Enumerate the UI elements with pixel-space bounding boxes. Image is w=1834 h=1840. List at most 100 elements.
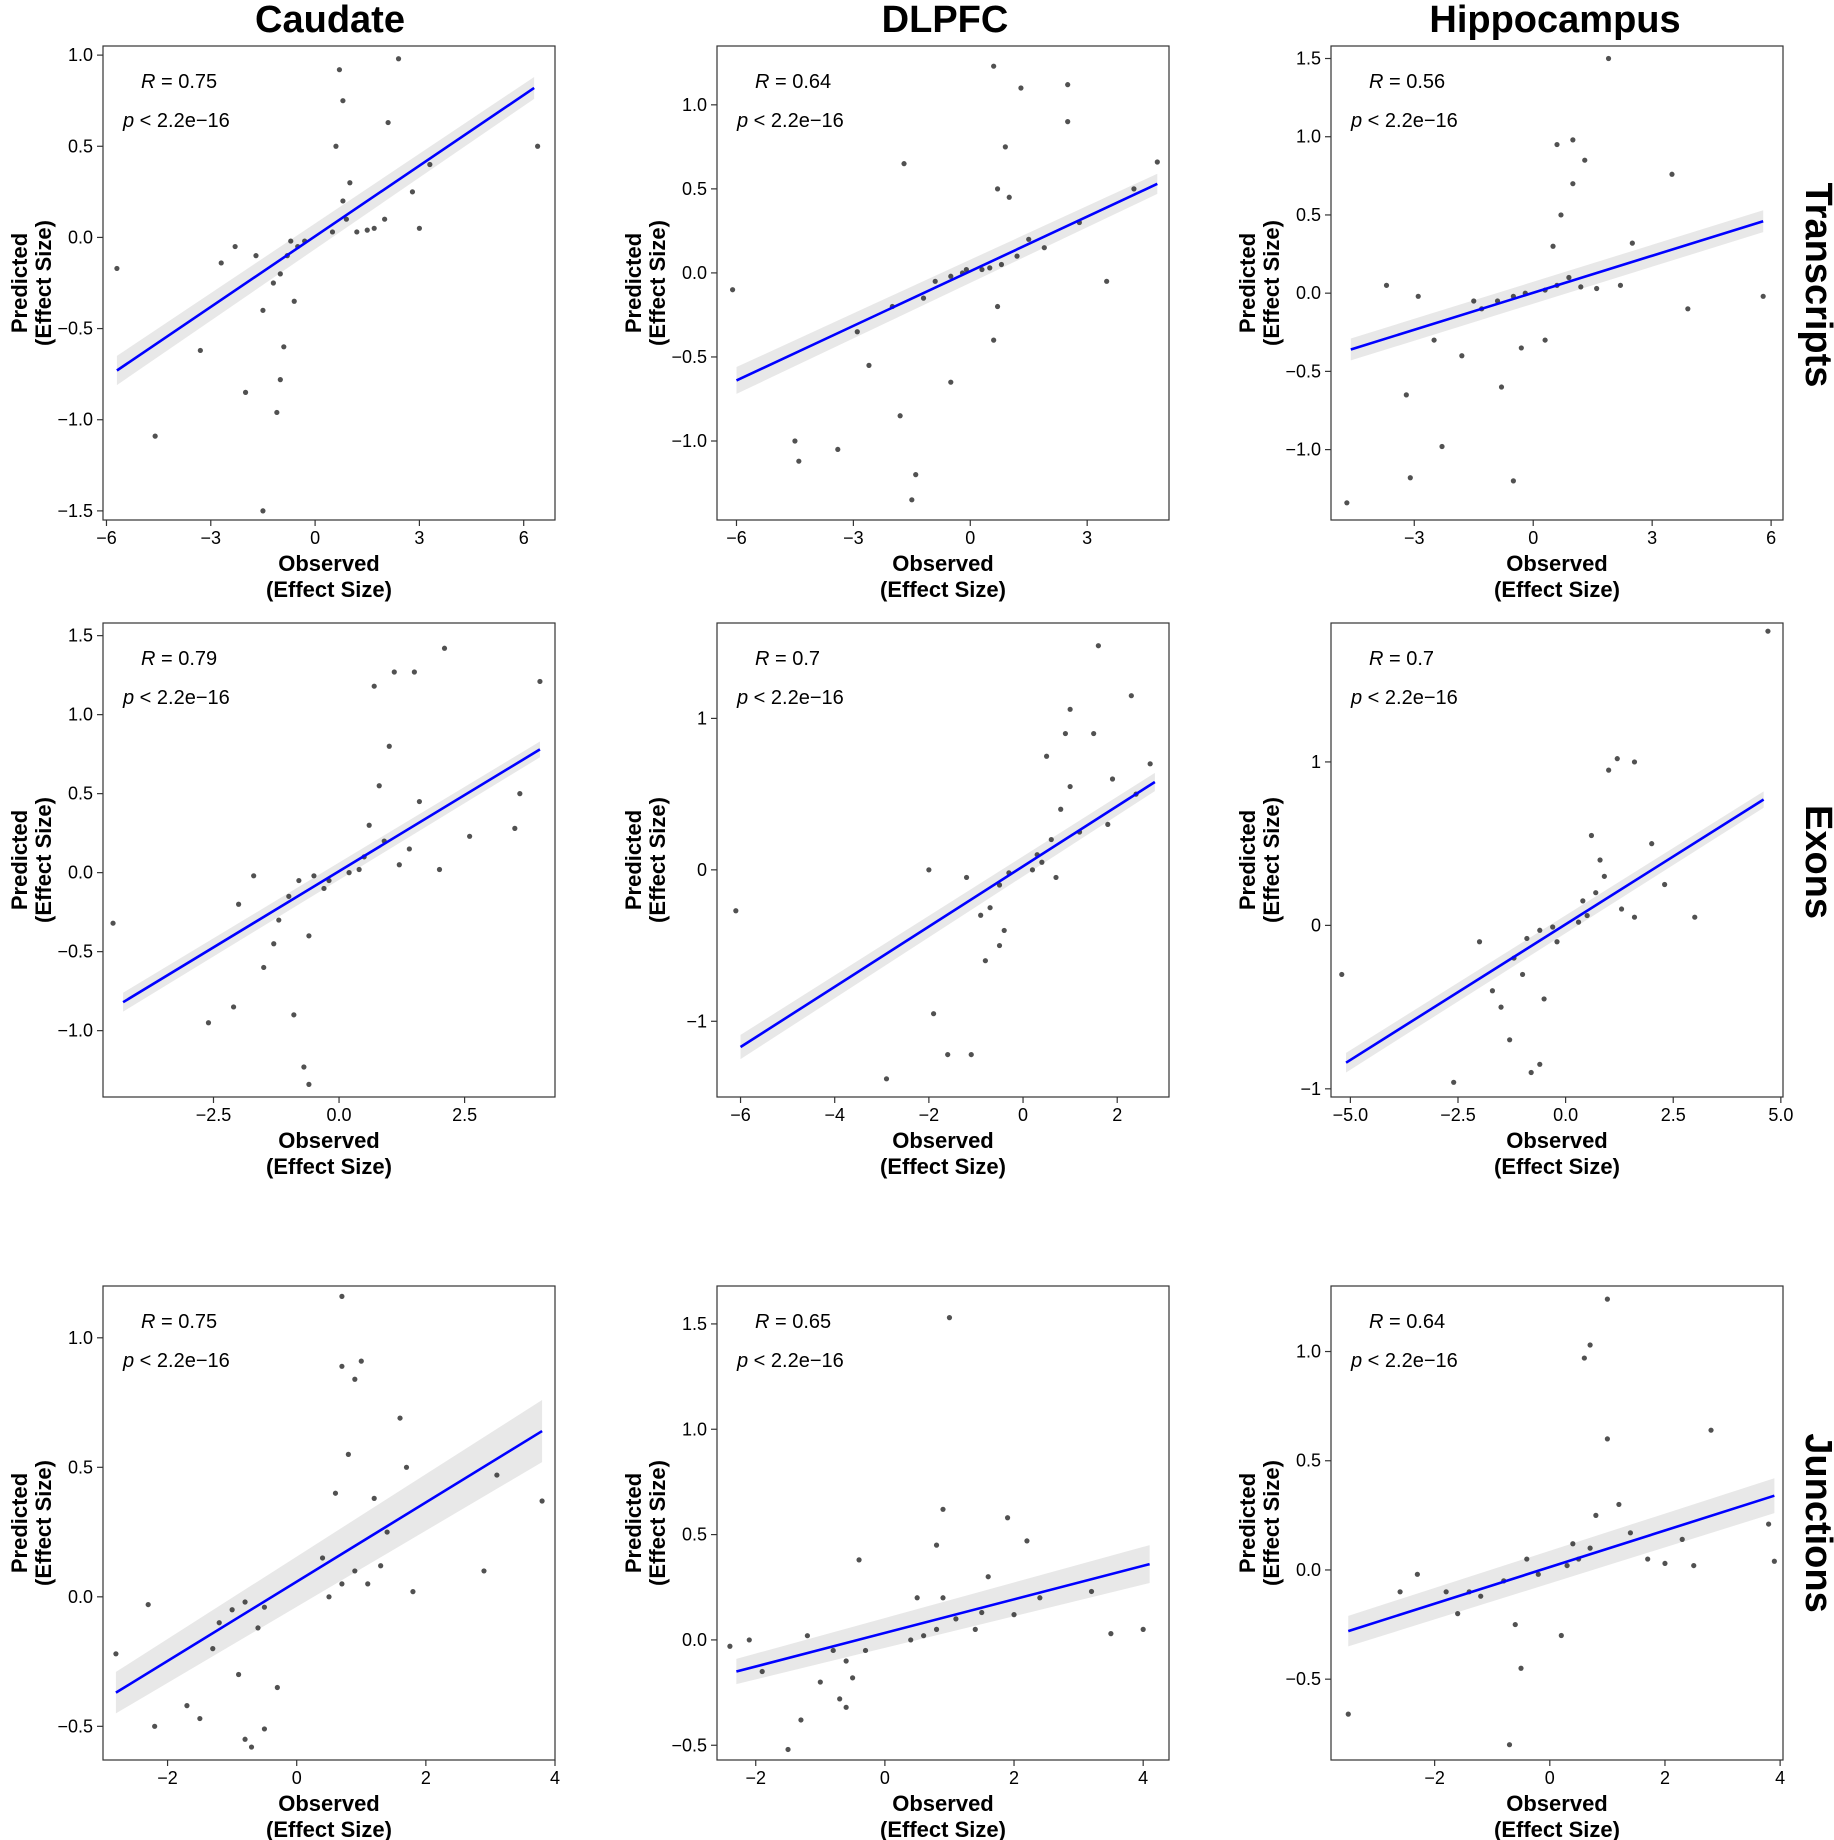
- x-tick-label: −2: [157, 1768, 178, 1788]
- panel-exons-caudate: −2.5 0.0 2.5−1.0−0.50.00.51.01.5Observed(E…: [7, 622, 556, 1179]
- p-value-label: p < 2.2e−16: [1350, 1350, 1458, 1372]
- data-point: [371, 683, 377, 689]
- data-point: [346, 870, 352, 876]
- correlation-symbol: R: [141, 1311, 155, 1333]
- data-point: [277, 271, 283, 277]
- x-axis-title: Observed: [1506, 551, 1608, 576]
- p-value-value: < 2.2e−16: [748, 687, 844, 709]
- data-point: [1131, 186, 1137, 192]
- data-point: [1627, 1530, 1634, 1536]
- data-point: [982, 958, 988, 964]
- data-point: [306, 933, 312, 939]
- data-point: [242, 389, 249, 395]
- data-point: [436, 866, 443, 873]
- data-point: [979, 1609, 985, 1616]
- data-point: [729, 287, 736, 293]
- y-tick-label: 0.0: [682, 1630, 707, 1650]
- data-point: [260, 508, 266, 514]
- x-axis-subtitle: (Effect Size): [880, 1154, 1006, 1179]
- data-point: [261, 1604, 268, 1610]
- data-point: [914, 1595, 920, 1601]
- data-point: [1616, 1501, 1622, 1508]
- x-axis-title: Observed: [278, 1128, 380, 1153]
- data-point: [1041, 245, 1047, 251]
- row-titles: Transcripts Exons Junctions: [1797, 183, 1834, 1613]
- panel-transcripts-hippocampus: −3 0 3 6−1.0−0.50.00.51.01.5Observed(Effect…: [1235, 45, 1784, 602]
- data-point: [1062, 730, 1069, 737]
- data-point: [1604, 1296, 1610, 1302]
- data-point: [897, 413, 903, 419]
- y-tick-label: −1: [686, 1011, 707, 1031]
- y-tick-label: 1.5: [682, 1314, 707, 1334]
- panels: −6 −3 0 3 6−1.5−1.0−0.50.00.51.0Observed(Eff…: [7, 45, 1793, 1840]
- data-point: [1771, 1558, 1777, 1564]
- data-point: [998, 261, 1005, 268]
- data-point: [113, 1651, 119, 1657]
- panel-border: [1330, 1285, 1784, 1761]
- data-point: [1542, 337, 1548, 343]
- x-tick-label: 0: [292, 1768, 302, 1788]
- data-point: [978, 912, 984, 918]
- y-tick-label: −0.5: [1285, 361, 1321, 381]
- p-value-symbol: p: [1350, 1350, 1362, 1372]
- correlation-value: = 0.56: [1383, 71, 1445, 93]
- p-value-value: < 2.2e−16: [1362, 1350, 1458, 1372]
- correlation-symbol: R: [755, 648, 769, 670]
- p-value-value: < 2.2e−16: [748, 1350, 844, 1372]
- data-point: [1414, 1571, 1420, 1577]
- x-tick-label: 2: [1660, 1768, 1670, 1788]
- data-point: [311, 873, 317, 879]
- data-point: [1108, 1631, 1114, 1637]
- x-axis-title: Observed: [278, 1791, 380, 1816]
- data-point: [1507, 1037, 1513, 1043]
- data-point: [1564, 1562, 1570, 1569]
- data-point: [517, 791, 523, 797]
- data-point: [940, 1595, 946, 1601]
- x-tick-label: 0: [965, 528, 975, 548]
- regression-line: [116, 86, 535, 372]
- panel-border: [716, 622, 1170, 1098]
- y-tick-label: −1: [1300, 1079, 1321, 1099]
- y-tick-label: 0.5: [68, 136, 93, 156]
- row-title-transcripts: Transcripts: [1797, 183, 1834, 388]
- data-point: [1766, 1521, 1772, 1527]
- data-point: [396, 862, 402, 868]
- p-value-symbol: p: [1350, 110, 1362, 132]
- panel-border: [1330, 622, 1784, 1098]
- data-point: [1760, 293, 1766, 299]
- data-point: [948, 273, 954, 279]
- y-tick-label: −0.5: [1285, 1669, 1321, 1689]
- x-tick-label: 5.0: [1768, 1105, 1793, 1125]
- data-point: [371, 1495, 377, 1501]
- correlation-symbol: R: [755, 1311, 769, 1333]
- x-tick-label: −5.0: [1333, 1105, 1369, 1125]
- data-point: [385, 119, 391, 126]
- x-tick-label: 0: [1018, 1105, 1028, 1125]
- data-point: [1765, 628, 1771, 634]
- data-point: [270, 280, 276, 286]
- y-tick-label: 0.0: [1296, 283, 1321, 303]
- x-axis-subtitle: (Effect Size): [1494, 1154, 1620, 1179]
- data-point: [920, 295, 927, 301]
- data-point: [1105, 821, 1111, 828]
- data-point: [403, 1464, 410, 1470]
- data-point: [1498, 1004, 1504, 1010]
- data-point: [1662, 881, 1668, 888]
- x-tick-label: 4: [1775, 1768, 1785, 1788]
- data-point: [145, 1601, 151, 1608]
- p-value-value: < 2.2e−16: [1362, 687, 1458, 709]
- data-point: [909, 497, 915, 503]
- correlation-value: = 0.75: [155, 1311, 217, 1333]
- x-tick-label: 0: [1528, 528, 1538, 548]
- y-tick-label: 1.5: [1296, 49, 1321, 69]
- data-point: [1014, 253, 1020, 259]
- correlation-label: R = 0.7: [755, 648, 820, 670]
- y-axis-subtitle: (Effect Size): [1259, 220, 1284, 346]
- data-point: [352, 1376, 358, 1382]
- data-point: [236, 901, 242, 907]
- data-point: [1455, 1611, 1461, 1617]
- data-point: [319, 1555, 326, 1561]
- data-point: [291, 298, 297, 304]
- data-point: [854, 329, 860, 335]
- data-point: [339, 1581, 345, 1587]
